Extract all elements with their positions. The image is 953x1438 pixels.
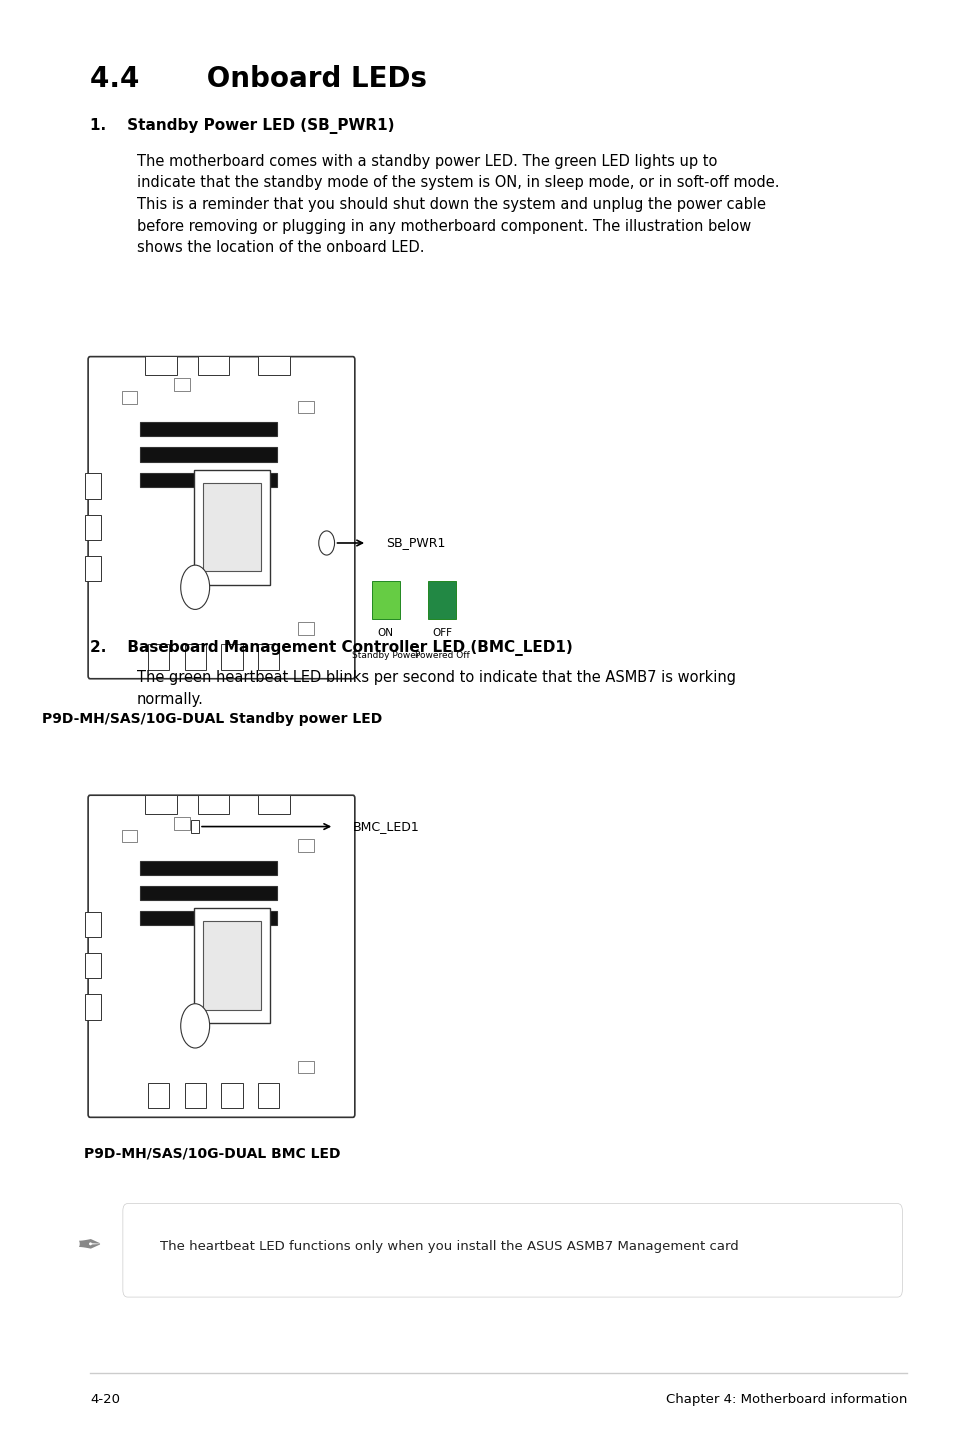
Bar: [85, 515, 101, 539]
Text: Chapter 4: Motherboard information: Chapter 4: Motherboard information: [665, 1393, 906, 1406]
Text: P9D-MH/SAS/10G-DUAL BMC LED: P9D-MH/SAS/10G-DUAL BMC LED: [84, 1146, 340, 1160]
Bar: [258, 1083, 279, 1109]
Bar: [121, 830, 137, 843]
Circle shape: [180, 1004, 210, 1048]
Text: Powered Off: Powered Off: [415, 650, 469, 660]
Bar: [297, 840, 314, 851]
Bar: [297, 401, 314, 413]
Bar: [85, 994, 101, 1020]
Text: The heartbeat LED functions only when you install the ASUS ASMB7 Management card: The heartbeat LED functions only when yo…: [160, 1240, 739, 1254]
Bar: [85, 473, 101, 499]
Text: ✒: ✒: [77, 1232, 103, 1261]
Bar: [185, 644, 206, 670]
Circle shape: [180, 565, 210, 610]
Bar: [203, 483, 260, 571]
Bar: [145, 795, 176, 814]
Bar: [148, 1083, 169, 1109]
Bar: [221, 1083, 242, 1109]
Bar: [145, 357, 176, 375]
Bar: [140, 912, 276, 926]
Bar: [121, 391, 137, 404]
Bar: [197, 795, 229, 814]
Bar: [372, 581, 399, 618]
Bar: [140, 886, 276, 900]
Text: SB_PWR1: SB_PWR1: [385, 536, 445, 549]
FancyBboxPatch shape: [88, 795, 355, 1117]
Bar: [221, 644, 242, 670]
Circle shape: [318, 531, 335, 555]
Text: BMC_LED1: BMC_LED1: [353, 820, 419, 833]
Bar: [197, 357, 229, 375]
Bar: [258, 795, 290, 814]
Bar: [258, 644, 279, 670]
Text: OFF: OFF: [432, 628, 452, 638]
Text: 4-20: 4-20: [90, 1393, 120, 1406]
Bar: [428, 581, 456, 618]
Bar: [85, 953, 101, 978]
Text: ON: ON: [377, 628, 394, 638]
Bar: [174, 817, 190, 830]
Text: The motherboard comes with a standby power LED. The green LED lights up to
indic: The motherboard comes with a standby pow…: [137, 154, 779, 256]
Bar: [174, 378, 190, 391]
Bar: [297, 1061, 314, 1073]
Bar: [191, 820, 199, 833]
Bar: [185, 1083, 206, 1109]
Bar: [148, 644, 169, 670]
Text: 2.    Baseboard Management Controller LED (BMC_LED1): 2. Baseboard Management Controller LED (…: [90, 640, 572, 656]
Bar: [85, 912, 101, 938]
FancyBboxPatch shape: [88, 357, 355, 679]
Bar: [140, 473, 276, 487]
Bar: [85, 555, 101, 581]
Bar: [203, 922, 260, 1009]
Bar: [140, 421, 276, 436]
Text: Standby Power: Standby Power: [352, 650, 419, 660]
Text: The green heartbeat LED blinks per second to indicate that the ASMB7 is working
: The green heartbeat LED blinks per secon…: [137, 670, 735, 706]
Bar: [140, 860, 276, 874]
FancyBboxPatch shape: [123, 1204, 902, 1297]
Bar: [297, 623, 314, 634]
Text: P9D-MH/SAS/10G-DUAL Standby power LED: P9D-MH/SAS/10G-DUAL Standby power LED: [42, 712, 382, 726]
Bar: [194, 909, 270, 1024]
Bar: [258, 357, 290, 375]
Text: 4.4       Onboard LEDs: 4.4 Onboard LEDs: [90, 65, 427, 92]
Bar: [140, 447, 276, 462]
Bar: [194, 470, 270, 585]
Text: 1.    Standby Power LED (SB_PWR1): 1. Standby Power LED (SB_PWR1): [90, 118, 395, 134]
